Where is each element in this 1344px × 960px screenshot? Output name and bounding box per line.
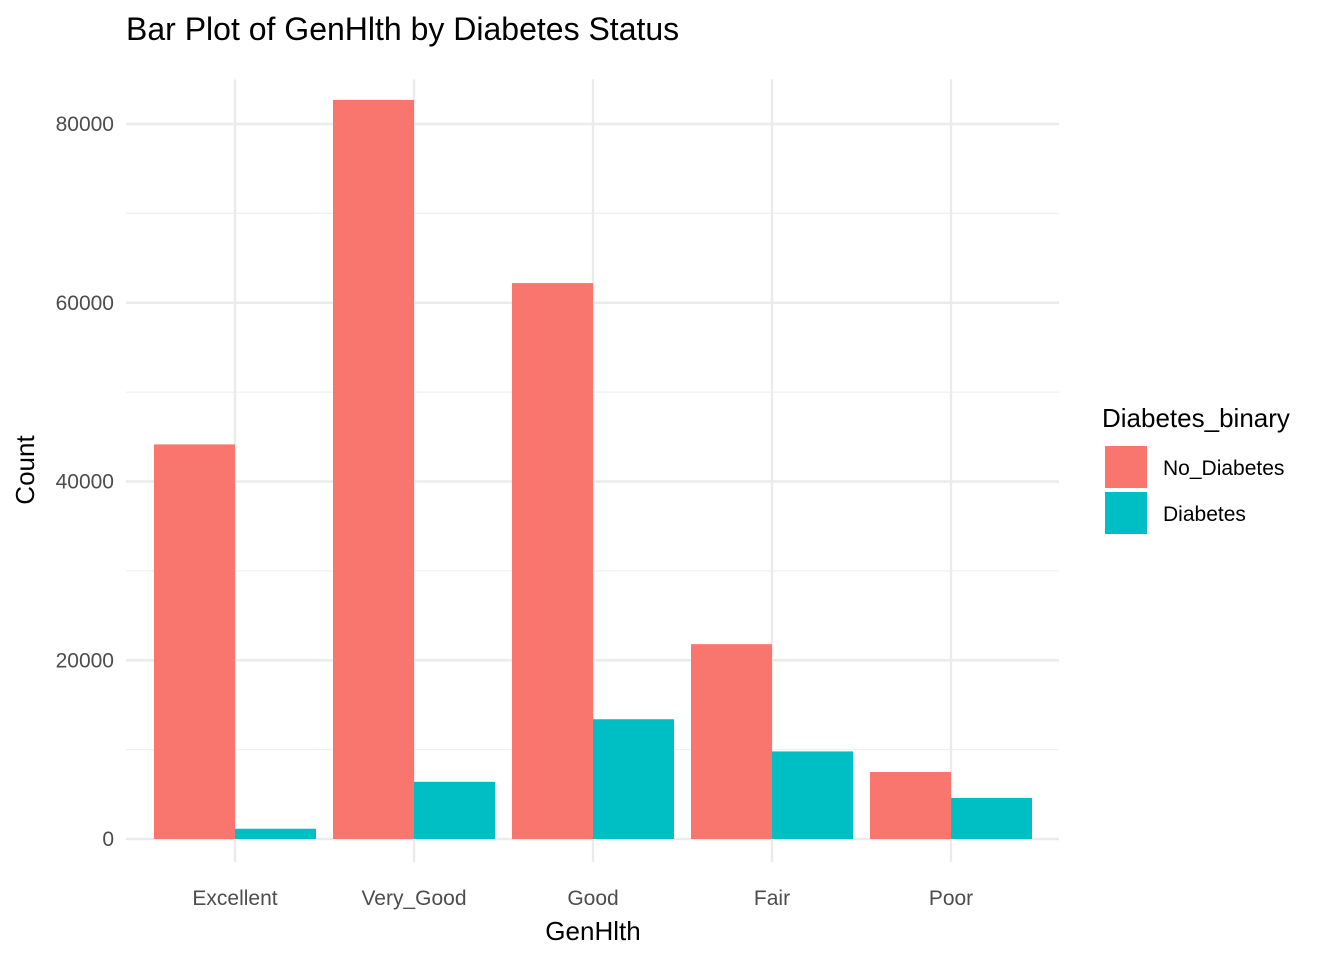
x-tick-label: Good: [567, 887, 618, 910]
y-tick-label: 0: [102, 828, 114, 851]
bar-fair-no_diabetes: [691, 644, 772, 839]
y-axis-ticks: 0 20000 40000 60000 80000: [56, 113, 114, 851]
bar-excellent-no_diabetes: [154, 444, 235, 839]
y-tick-label: 20000: [56, 649, 114, 672]
bar-poor-no_diabetes: [870, 771, 951, 839]
chart-title: Bar Plot of GenHlth by Diabetes Status: [126, 11, 679, 47]
y-tick-label: 40000: [56, 471, 114, 494]
bar-poor-diabetes: [951, 797, 1032, 839]
legend-title: Diabetes_binary: [1102, 403, 1290, 433]
legend-label: Diabetes: [1163, 503, 1246, 526]
bars: [154, 99, 1032, 839]
x-axis-ticks: Excellent Very_Good Good Fair Poor: [192, 887, 973, 910]
y-tick-label: 80000: [56, 113, 114, 136]
y-tick-label: 60000: [56, 292, 114, 315]
bar-very_good-diabetes: [414, 781, 495, 839]
bar-excellent-diabetes: [235, 828, 316, 839]
x-tick-label: Fair: [754, 887, 790, 910]
bar-good-diabetes: [593, 719, 674, 839]
y-axis-title: Count: [10, 435, 40, 505]
legend-key-no_diabetes: [1105, 446, 1147, 488]
x-axis-title: GenHlth: [545, 916, 640, 946]
x-tick-label: Very_Good: [361, 887, 466, 910]
legend-label: No_Diabetes: [1163, 457, 1284, 480]
bar-very_good-no_diabetes: [333, 99, 414, 839]
legend-key-diabetes: [1105, 492, 1147, 534]
bar-good-no_diabetes: [512, 283, 593, 839]
x-tick-label: Poor: [929, 887, 973, 910]
bar-fair-diabetes: [772, 751, 853, 839]
legend: Diabetes_binary No_Diabetes Diabetes: [1102, 403, 1290, 534]
x-tick-label: Excellent: [192, 887, 277, 910]
